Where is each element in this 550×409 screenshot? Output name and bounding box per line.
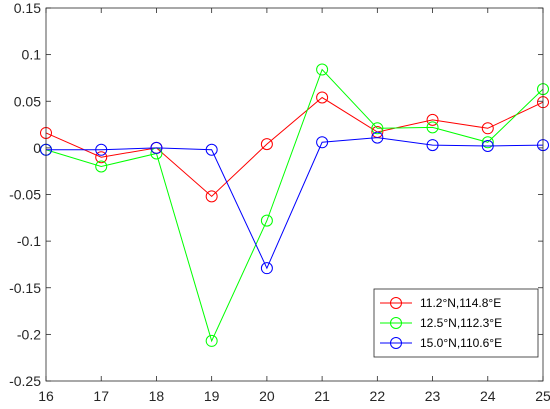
series-2-point [95,160,108,173]
x-tick-label: 19 [204,388,220,404]
y-tick-label: 0.1 [22,47,42,63]
series-1-point [260,138,273,151]
y-tick-label: 0.15 [14,0,41,16]
series-2-point [260,214,273,227]
series-2-point [371,122,384,135]
y-tick-label: -0.2 [17,326,41,342]
series-3-point [95,143,108,156]
x-tick-label: 17 [93,388,109,404]
x-tick-label: 20 [259,388,275,404]
series-3-point [316,136,329,149]
x-tick-label: 18 [149,388,165,404]
series-1-point [95,151,108,164]
y-tick-label: -0.25 [9,373,41,389]
series-1-point [205,190,218,203]
y-tick-label: -0.15 [9,280,41,296]
series-line-2 [45,68,544,343]
x-tick-label: 24 [480,388,496,404]
series-1-point [426,113,439,126]
legend-swatch-marker [390,297,402,309]
y-tick-label: 0 [33,140,41,156]
series-3-point [426,139,439,152]
series-3-point [205,143,218,156]
x-tick-label: 21 [314,388,330,404]
legend-entry: 12.5°N,112.3°E [420,316,502,330]
x-tick-label: 22 [370,388,386,404]
series-line-3 [46,137,544,270]
series-2-point [426,121,439,134]
legend-swatch-marker [390,337,402,349]
series-3-point [260,262,273,275]
y-tick-label: -0.1 [17,233,41,249]
legend-entry: 15.0°N,110.6°E [420,336,502,350]
series-2-point [316,63,329,76]
series-2-point [481,136,494,149]
x-tick-label: 25 [535,388,550,404]
y-tick-label: -0.05 [9,187,41,203]
x-tick-label: 23 [425,388,441,404]
series-1-point [316,91,329,104]
legend-entry: 11.2°N,114.8°E [420,296,501,310]
series-3-point [150,141,163,154]
legend-swatch-marker [390,317,402,329]
y-tick-label: 0.05 [14,93,41,109]
series-2-point [205,334,218,347]
series-3-point [371,131,384,144]
series-1-point [481,122,494,135]
axes-box [45,7,544,382]
series-line-1 [45,96,544,198]
x-tick-label: 16 [38,388,54,404]
series-3-point [481,140,494,153]
